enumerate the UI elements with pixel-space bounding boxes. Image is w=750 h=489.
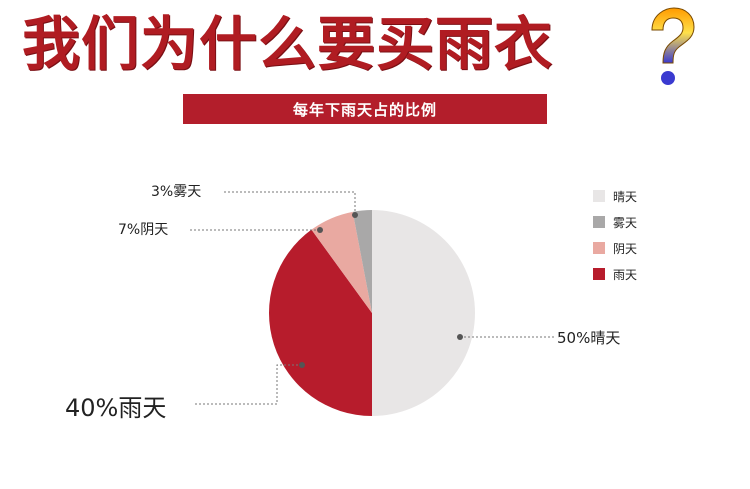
legend-label: 晴天 xyxy=(613,189,638,204)
chart-legend: 晴天 雾天 阴天 雨天 xyxy=(593,183,663,287)
data-label-雾天: 3%雾天 xyxy=(151,184,201,200)
question-mark-icon xyxy=(651,7,695,85)
pie-slice-雨天 xyxy=(269,229,372,416)
legend-item-晴天: 晴天 xyxy=(593,183,663,209)
leader-line-雾天 xyxy=(222,191,356,215)
legend-swatch xyxy=(593,268,605,280)
data-label-晴天: 50%晴天 xyxy=(557,329,620,347)
pie-slice-雾天 xyxy=(352,210,372,313)
pie-slice-晴天 xyxy=(372,210,475,416)
legend-swatch xyxy=(593,216,605,228)
data-label-阴天: 7%阴天 xyxy=(118,222,168,238)
legend-label: 雾天 xyxy=(613,215,638,230)
legend-item-雨天: 雨天 xyxy=(593,261,663,287)
leader-dot-雨天 xyxy=(299,362,305,368)
page-title: 我们为什么要买雨衣 xyxy=(22,10,554,78)
leader-dot-雾天 xyxy=(352,212,358,218)
chart-subtitle-banner: 每年下雨天占的比例 xyxy=(183,94,547,124)
leader-dot-阴天 xyxy=(317,227,323,233)
leader-dot-晴天 xyxy=(457,334,463,340)
legend-swatch xyxy=(593,190,605,202)
legend-label: 阴天 xyxy=(613,241,638,256)
data-label-雨天: 40%雨天 xyxy=(65,394,166,422)
legend-item-雾天: 雾天 xyxy=(593,209,663,235)
leader-line-雨天 xyxy=(195,364,302,405)
legend-swatch xyxy=(593,242,605,254)
pie-slice-阴天 xyxy=(311,211,372,313)
legend-label: 雨天 xyxy=(613,267,638,282)
legend-item-阴天: 阴天 xyxy=(593,235,663,261)
